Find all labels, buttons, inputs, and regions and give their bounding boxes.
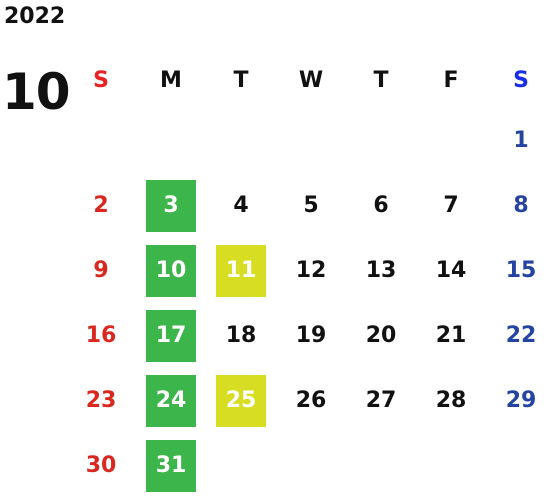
day-cell: 2 [66,173,136,238]
day-number: 16 [85,323,117,348]
day-number: 2 [93,193,109,218]
weekday-header: S [513,67,529,93]
calendar-month: 10 [2,63,71,121]
weekday-header: T [233,67,249,93]
day-number: 25 [216,374,266,427]
empty-day-cell [346,108,416,173]
empty-day-cell [276,433,346,498]
day-cell: 29 [486,368,548,433]
day-number: 17 [146,309,196,362]
day-number: 11 [216,244,266,297]
empty-day-cell [416,433,486,498]
empty-day-cell [416,108,486,173]
day-number: 30 [85,453,117,478]
day-number [426,115,476,167]
day-cell: 30 [66,433,136,498]
day-cell: 22 [486,303,548,368]
day-number: 13 [365,258,397,283]
empty-day-cell [486,433,548,498]
weekday-header: S [93,67,109,93]
empty-day-cell [136,108,206,173]
empty-day-cell [346,433,416,498]
day-number: 5 [303,193,319,218]
day-number: 14 [435,258,467,283]
day-cell: 10 [136,238,206,303]
day-number: 19 [295,323,327,348]
day-number: 28 [435,388,467,413]
day-number [216,115,266,167]
day-number: 22 [505,323,537,348]
day-number: 27 [365,388,397,413]
day-number: 3 [146,179,196,232]
day-cell: 20 [346,303,416,368]
day-number [286,440,336,492]
weekday-header: M [160,67,182,93]
day-cell: 21 [416,303,486,368]
day-cell: 12 [276,238,346,303]
day-number: 10 [146,244,196,297]
day-cell: 24 [136,368,206,433]
calendar-grid: S M T W T F S 1 2 3 4 5 6 7 8 9 10 11 12 13 14 15 16 17 18 19 20 21… [66,52,548,498]
day-cell: 4 [206,173,276,238]
day-cell: 6 [346,173,416,238]
calendar-year: 2022 [4,4,66,29]
day-number: 9 [93,258,109,283]
day-number [426,440,476,492]
day-cell: 18 [206,303,276,368]
day-number [216,440,266,492]
day-cell: 23 [66,368,136,433]
weekday-header: W [298,67,324,93]
day-cell: 11 [206,238,276,303]
day-number: 29 [505,388,537,413]
day-number: 24 [146,374,196,427]
weekday-header: F [443,67,459,93]
empty-day-cell [66,108,136,173]
day-number: 18 [225,323,257,348]
day-number [146,115,196,167]
day-number: 6 [373,193,389,218]
day-cell: 28 [416,368,486,433]
day-cell: 1 [486,108,548,173]
empty-day-cell [206,433,276,498]
day-cell: 19 [276,303,346,368]
day-number: 12 [295,258,327,283]
day-number: 4 [233,193,249,218]
day-number: 21 [435,323,467,348]
day-number: 31 [146,439,196,492]
day-number: 26 [295,388,327,413]
day-number: 23 [85,388,117,413]
day-cell: 13 [346,238,416,303]
day-number [76,115,126,167]
day-cell: 9 [66,238,136,303]
day-number [356,440,406,492]
day-number: 1 [513,128,529,153]
empty-day-cell [276,108,346,173]
day-number [356,115,406,167]
day-number [286,115,336,167]
day-cell: 7 [416,173,486,238]
day-cell: 3 [136,173,206,238]
weekday-header: T [373,67,389,93]
day-cell: 14 [416,238,486,303]
day-cell: 26 [276,368,346,433]
day-cell: 27 [346,368,416,433]
day-cell: 16 [66,303,136,368]
day-cell: 8 [486,173,548,238]
day-number: 8 [513,193,529,218]
day-number: 15 [505,258,537,283]
day-cell: 25 [206,368,276,433]
day-number [496,440,546,492]
day-cell: 15 [486,238,548,303]
day-number: 7 [443,193,459,218]
day-cell: 31 [136,433,206,498]
day-number: 20 [365,323,397,348]
day-cell: 5 [276,173,346,238]
day-cell: 17 [136,303,206,368]
empty-day-cell [206,108,276,173]
